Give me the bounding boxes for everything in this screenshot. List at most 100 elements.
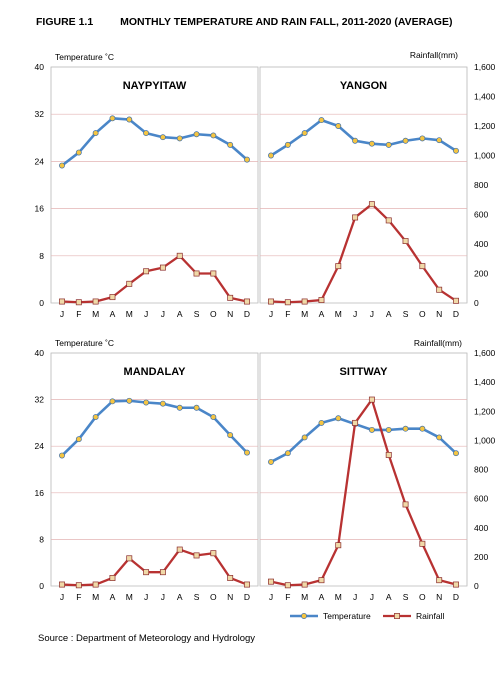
month-tick-label: J <box>370 309 374 319</box>
rainfall-point <box>143 268 150 275</box>
month-tick-label: M <box>126 592 133 602</box>
temperature-line <box>61 399 248 457</box>
temperature-point <box>126 397 133 404</box>
rainfall-tick-label: 1,000 <box>474 435 496 445</box>
month-tick-label: M <box>92 592 99 602</box>
panel-title: MANDALAY <box>124 366 187 378</box>
rainfall-tick-label: 1,000 <box>474 151 496 161</box>
rainfall-point <box>368 201 375 208</box>
rainfall-point <box>227 575 234 581</box>
temperature-point <box>244 156 250 163</box>
rainfall-tick-label: 400 <box>474 239 488 249</box>
legend-rainfall-label: Rainfall <box>416 611 444 621</box>
temperature-point <box>109 115 116 122</box>
rainfall-point <box>453 581 459 588</box>
temperature-point <box>227 141 234 148</box>
month-tick-label: D <box>244 592 250 602</box>
month-tick-label: N <box>436 592 442 602</box>
month-tick-label: A <box>177 309 183 319</box>
temperature-point <box>126 116 133 123</box>
temperature-point <box>419 425 426 432</box>
rainfall-point <box>109 575 116 581</box>
temperature-line <box>61 117 248 167</box>
rainfall-point <box>210 550 217 557</box>
rainfall-point <box>193 552 200 559</box>
rainfall-point <box>318 297 325 304</box>
temperature-tick-label: 24 <box>35 156 45 166</box>
rainfall-tick-label: 0 <box>474 298 479 308</box>
temperature-point <box>227 432 234 439</box>
figure-header: FIGURE 1.1 MONTHLY TEMPERATURE AND RAIN … <box>36 16 452 28</box>
month-tick-label: J <box>370 592 374 602</box>
rainfall-point <box>193 270 200 277</box>
figure-title: MONTHLY TEMPERATURE AND RAIN FALL, 2011-… <box>120 16 453 28</box>
temperature-point <box>419 135 426 142</box>
rainfall-tick-label: 600 <box>474 210 488 220</box>
rainfall-tick-label: 200 <box>474 552 488 562</box>
temperature-tick-label: 24 <box>35 441 45 451</box>
month-tick-label: A <box>110 309 116 319</box>
month-tick-label: A <box>319 592 325 602</box>
rainfall-axis-label: Rainfall(mm) <box>414 338 462 348</box>
rainfall-point <box>59 298 65 305</box>
rainfall-point <box>385 217 392 224</box>
month-tick-label: J <box>269 592 273 602</box>
rainfall-point <box>92 298 99 305</box>
rainfall-point <box>402 238 409 244</box>
month-tick-label: J <box>161 309 165 319</box>
rainfall-tick-label: 1,200 <box>474 121 496 131</box>
temperature-point <box>268 152 274 159</box>
rainfall-point <box>268 298 274 305</box>
rainfall-point <box>268 578 274 585</box>
month-tick-label: J <box>60 309 64 319</box>
temperature-point <box>453 147 459 154</box>
month-tick-label: O <box>419 592 426 602</box>
rainfall-point <box>176 252 183 259</box>
temperature-tick-label: 16 <box>35 488 45 498</box>
month-tick-label: D <box>244 309 250 319</box>
rainfall-tick-label: 1,600 <box>474 62 496 72</box>
rainfall-point <box>284 582 291 589</box>
rainfall-point <box>75 299 82 306</box>
month-tick-label: A <box>386 309 392 319</box>
temperature-point <box>109 398 116 405</box>
legend-temperature-label: Temperature <box>323 611 371 621</box>
month-tick-label: S <box>403 309 409 319</box>
temperature-line <box>270 416 457 464</box>
rainfall-point <box>159 264 166 271</box>
temperature-tick-label: 8 <box>39 251 44 261</box>
month-tick-label: M <box>301 592 308 602</box>
month-tick-label: M <box>301 309 308 319</box>
temperature-tick-label: 8 <box>39 534 44 544</box>
rainfall-tick-label: 200 <box>474 269 488 279</box>
temperature-point <box>75 149 82 156</box>
legend-temperature-marker <box>301 613 307 619</box>
temperature-point <box>59 162 65 169</box>
rainfall-tick-label: 0 <box>474 581 479 591</box>
plot-frame <box>259 66 468 304</box>
month-tick-label: J <box>161 592 165 602</box>
rainfall-tick-label: 600 <box>474 494 488 504</box>
rainfall-point <box>210 270 217 277</box>
rainfall-tick-label: 800 <box>474 465 488 475</box>
month-tick-label: S <box>403 592 409 602</box>
temperature-point <box>159 400 166 407</box>
month-tick-label: M <box>126 309 133 319</box>
rainfall-tick-label: 800 <box>474 180 488 190</box>
temperature-tick-label: 32 <box>35 395 45 405</box>
temperature-point <box>92 414 99 421</box>
month-tick-label: J <box>144 309 148 319</box>
month-tick-label: J <box>353 592 357 602</box>
month-tick-label: J <box>60 592 64 602</box>
temperature-point <box>318 419 325 426</box>
rainfall-point <box>244 581 250 588</box>
month-tick-label: F <box>76 309 81 319</box>
rainfall-tick-label: 1,400 <box>474 377 496 387</box>
month-tick-label: F <box>285 309 290 319</box>
temperature-point <box>75 436 82 443</box>
month-tick-label: M <box>92 309 99 319</box>
rainfall-point <box>385 451 392 458</box>
temperature-point <box>176 135 183 142</box>
rainfall-point <box>176 546 183 553</box>
month-tick-label: D <box>453 592 459 602</box>
